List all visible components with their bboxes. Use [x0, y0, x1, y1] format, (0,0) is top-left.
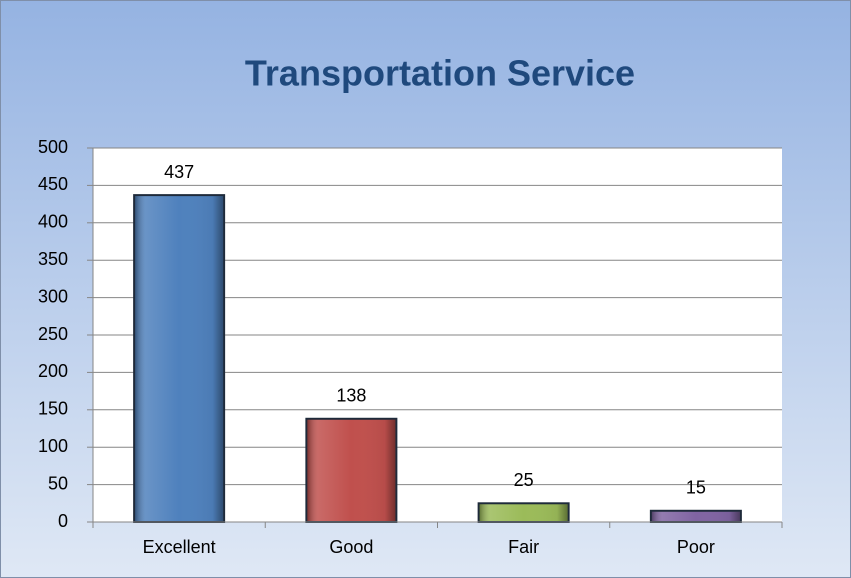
data-label: 25: [514, 470, 534, 490]
x-tick-label: Excellent: [143, 537, 216, 557]
y-tick-label: 500: [38, 137, 68, 157]
bar-shading: [307, 419, 396, 521]
y-tick-label: 100: [38, 436, 68, 456]
y-tick-label: 200: [38, 361, 68, 381]
data-label: 15: [686, 478, 706, 498]
y-tick-label: 300: [38, 286, 68, 306]
x-tick-label: Fair: [508, 537, 539, 557]
bar-shading: [651, 511, 740, 521]
bar-shading: [135, 196, 224, 521]
data-label: 437: [164, 162, 194, 182]
y-tick-label: 250: [38, 324, 68, 344]
y-tick-label: 0: [58, 511, 68, 531]
y-tick-label: 450: [38, 174, 68, 194]
x-tick-label: Poor: [677, 537, 715, 557]
bar-shading: [479, 504, 568, 521]
x-tick-label: Good: [329, 537, 373, 557]
y-tick-label: 150: [38, 399, 68, 419]
y-tick-label: 400: [38, 212, 68, 232]
chart-title: Transportation Service: [245, 53, 635, 94]
y-tick-label: 50: [48, 473, 68, 493]
data-label: 138: [336, 386, 366, 406]
y-tick-label: 350: [38, 249, 68, 269]
